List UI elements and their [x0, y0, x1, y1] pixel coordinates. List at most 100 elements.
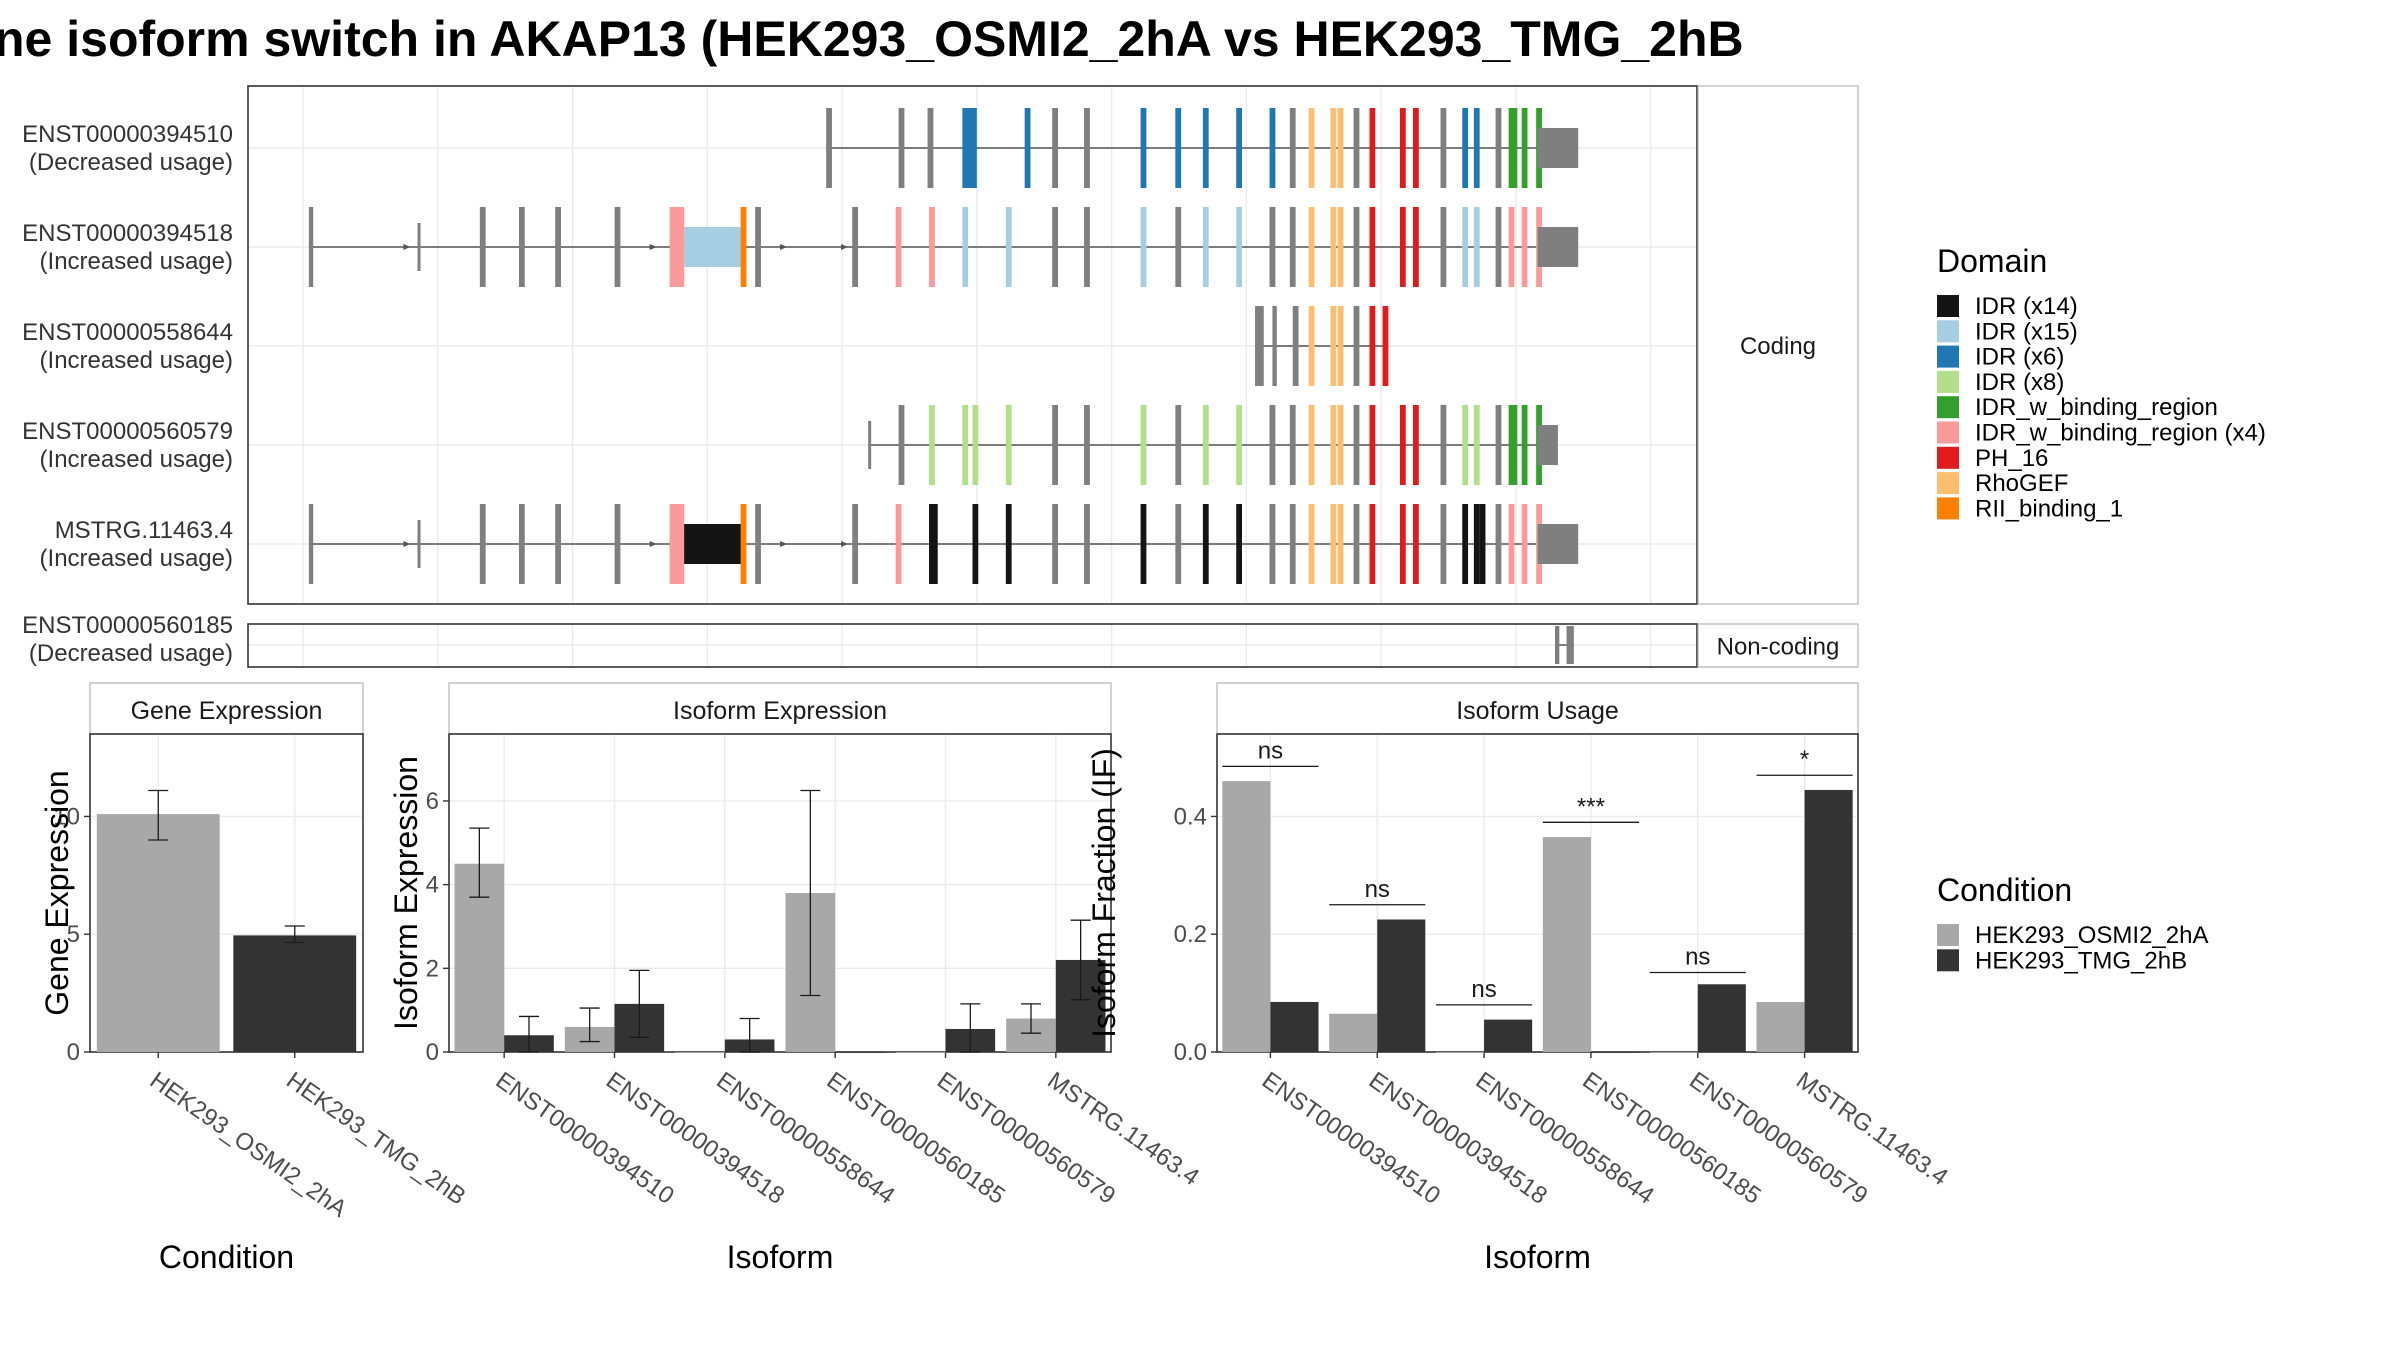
legend-label: IDR (x15) [1975, 318, 2078, 345]
exon [1005, 504, 1012, 584]
condition-legend-title: Condition [1937, 872, 2072, 908]
exon [962, 207, 969, 287]
strand-arrow [403, 541, 411, 547]
exon [1308, 108, 1315, 188]
exon [1337, 405, 1344, 485]
exon [1202, 504, 1209, 584]
transcript-id-label: ENST00000394510 [22, 121, 233, 148]
x-tick-label: ENST00000558644 [711, 1067, 899, 1210]
bar [233, 935, 357, 1052]
panel-strip [89, 682, 364, 735]
legend-label: HEK293_OSMI2_2hA [1975, 922, 2208, 949]
exon [1521, 405, 1528, 485]
exon [1289, 405, 1296, 485]
exon [1308, 504, 1315, 584]
exon [972, 504, 979, 584]
domain-legend-title: Domain [1937, 243, 2047, 279]
exon [755, 504, 761, 584]
y-tick-label: 4 [426, 872, 439, 899]
strip-label-coding: Coding [1740, 333, 1816, 360]
exon [555, 504, 561, 584]
exon [1399, 108, 1406, 188]
transcript-usage-label: (Increased usage) [40, 545, 233, 572]
exon [1202, 405, 1209, 485]
exon [1508, 405, 1518, 485]
y-tick-label: 0.2 [1174, 921, 1207, 948]
exon [684, 227, 743, 267]
significance-label: * [1800, 746, 1809, 773]
exon [1255, 306, 1264, 386]
strand-arrow [403, 244, 411, 250]
bar [1222, 781, 1271, 1052]
bar [895, 1052, 946, 1053]
y-tick-label: 6 [426, 788, 439, 815]
exon [962, 405, 969, 485]
exon [1462, 207, 1469, 287]
exon [308, 207, 314, 287]
exon [1084, 504, 1090, 584]
bar [1697, 984, 1746, 1052]
exon [1495, 108, 1502, 188]
exon [1330, 504, 1337, 584]
legend-label: IDR (x14) [1975, 293, 2078, 320]
exon [1052, 504, 1058, 584]
exon [1269, 207, 1276, 287]
exon [1175, 207, 1182, 287]
exon [1521, 504, 1528, 584]
x-tick-label: ENST00000560579 [1684, 1067, 1872, 1210]
exon [555, 207, 561, 287]
exon [1495, 504, 1502, 584]
exon [1521, 207, 1528, 287]
exon [895, 504, 902, 584]
exon [1508, 504, 1515, 584]
bar [1377, 919, 1426, 1052]
exon [1140, 405, 1147, 485]
transcript-usage-label: (Decreased usage) [29, 149, 233, 176]
exon [1236, 108, 1243, 188]
exon [852, 207, 859, 287]
exon [1440, 405, 1447, 485]
exon [1292, 306, 1299, 386]
exon [1269, 504, 1276, 584]
legend-label: IDR (x8) [1975, 369, 2064, 396]
isoform-usage-panel: Isoform Usage 0.0 0.2 0.4 Isoform Fraction (… [1086, 682, 1953, 1275]
legend-label: IDR_w_binding_region (x4) [1975, 420, 2266, 447]
exon [669, 504, 685, 584]
exon [755, 207, 761, 287]
y-tick-label: 0.4 [1174, 803, 1207, 830]
exon [898, 108, 905, 188]
bar [1756, 1001, 1805, 1052]
panel-title: Gene Expression [131, 697, 323, 725]
strip-noncoding [1697, 623, 1859, 668]
exon [1353, 306, 1360, 386]
exon [929, 405, 935, 485]
exon [417, 520, 421, 568]
exon [1473, 504, 1480, 584]
panel-title: Isoform Expression [673, 697, 887, 725]
legend-label: RhoGEF [1975, 470, 2068, 497]
exon [1353, 108, 1360, 188]
exon [1495, 405, 1502, 485]
significance-label: ns [1258, 737, 1283, 764]
exon [1308, 306, 1315, 386]
exon [1005, 405, 1012, 485]
bar [1436, 1052, 1485, 1053]
legend-label: HEK293_TMG_2hB [1975, 947, 2187, 974]
y-tick-label: 0 [426, 1039, 439, 1066]
bar [1484, 1019, 1533, 1052]
bar [1804, 789, 1853, 1052]
panel-frame [1216, 733, 1859, 1053]
legend-label: PH_16 [1975, 445, 2048, 472]
exon [1236, 504, 1243, 584]
panel-strip [1216, 682, 1859, 735]
y-axis-label: Gene Expression [39, 770, 75, 1015]
exon [1382, 306, 1389, 386]
legend-label: RII_binding_1 [1975, 495, 2123, 522]
exon [1440, 504, 1447, 584]
legend-label: IDR (x6) [1975, 344, 2064, 371]
x-axis-label: Isoform [727, 1239, 834, 1275]
exon [1508, 108, 1518, 188]
transcript-usage-label: (Increased usage) [40, 347, 233, 374]
exon [1269, 108, 1276, 188]
